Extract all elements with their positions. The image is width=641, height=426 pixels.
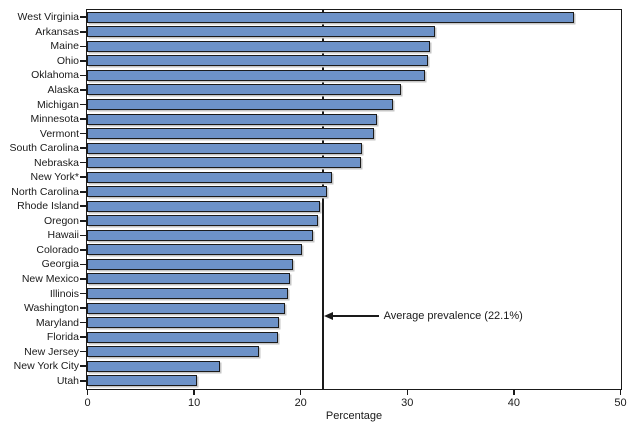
x-axis-tick-label: 20 (294, 397, 307, 409)
bar-georgia (87, 258, 293, 270)
annotation-arrow-line (331, 315, 379, 317)
y-axis-label-new-york-city: New York City (13, 360, 79, 373)
y-axis-tick (79, 74, 86, 77)
bar-new-york (87, 171, 333, 183)
y-axis-tick (79, 190, 86, 193)
y-axis-label-illinois: Illinois (49, 287, 79, 300)
bar-illinois (87, 288, 289, 299)
x-axis-tick (86, 390, 89, 395)
bar-south-carolina (87, 142, 363, 154)
bar-utah (87, 375, 197, 387)
y-axis-label-new-mexico: New Mexico (21, 272, 79, 285)
bar-maine (87, 40, 431, 52)
x-axis-tick (193, 390, 195, 395)
bar-maryland (87, 317, 279, 329)
bar-arkansas (87, 26, 435, 38)
y-axis-tick (79, 379, 86, 382)
y-axis-label-michigan: Michigan (36, 98, 79, 111)
y-axis-label-ohio: Ohio (56, 54, 79, 67)
y-axis-label-oregon: Oregon (43, 214, 79, 227)
y-axis-tick (79, 89, 86, 91)
y-axis-label-georgia: Georgia (41, 258, 79, 271)
bar-hawaii (87, 229, 313, 241)
y-axis-tick (79, 103, 86, 106)
y-axis-tick (79, 336, 86, 338)
y-axis-label-utah: Utah (56, 374, 79, 387)
x-axis-tick (299, 390, 302, 395)
bar-vermont (87, 128, 374, 140)
x-axis-tick-label: 40 (507, 397, 521, 409)
bar-florida (87, 331, 278, 343)
bar-nebraska (87, 157, 361, 169)
x-axis-tick (406, 390, 409, 395)
x-axis-title: Percentage (325, 410, 383, 422)
bar-colorado (87, 244, 303, 256)
y-axis-tick (79, 161, 86, 164)
bar-ohio (87, 55, 429, 67)
x-axis-tick-label: 30 (401, 397, 414, 409)
bar-oklahoma (87, 69, 425, 81)
y-axis-tick (79, 292, 86, 295)
y-axis-tick (79, 16, 86, 19)
y-axis-tick (79, 234, 86, 237)
y-axis-label-south-carolina: South Carolina (9, 142, 79, 155)
y-axis-label-florida: Florida (46, 331, 79, 344)
y-axis-tick (79, 249, 86, 251)
bar-new-york-city (87, 360, 221, 372)
y-axis-tick (79, 132, 86, 135)
average-line (321, 10, 324, 389)
annotation-label: Average prevalence (22.1%) (383, 310, 523, 322)
y-axis-label-minnesota: Minnesota (30, 113, 79, 126)
y-axis-label-vermont: Vermont (39, 127, 79, 140)
bar-michigan (87, 99, 393, 110)
y-axis-label-alaska: Alaska (47, 83, 79, 96)
y-axis-label-new-jersey: New Jersey (24, 345, 79, 358)
bar-oregon (87, 215, 319, 227)
bar-new-jersey (87, 346, 259, 358)
y-axis-label-rhode-island: Rhode Island (17, 200, 79, 213)
bar-washington (87, 302, 286, 314)
y-axis-tick (79, 307, 86, 309)
y-axis-tick (79, 263, 86, 266)
y-axis-label-maine: Maine (50, 40, 79, 53)
y-axis-tick (79, 205, 86, 208)
y-axis-label-washington: Washington (23, 302, 79, 315)
y-axis-tick (79, 176, 86, 178)
bar-minnesota (87, 113, 377, 125)
annotation-arrowhead-icon (324, 311, 334, 320)
y-axis-label-oklahoma: Oklahoma (31, 69, 79, 82)
y-axis-tick (79, 350, 86, 353)
y-axis-tick (79, 31, 86, 33)
bar-north-carolina (87, 186, 327, 198)
y-axis-label-hawaii: Hawaii (47, 229, 79, 242)
y-axis-label-new-york: New York* (30, 171, 79, 184)
y-axis-tick (79, 365, 86, 367)
y-axis-label-colorado: Colorado (36, 243, 79, 256)
x-axis-tick-label: 50 (614, 397, 627, 409)
y-axis-label-arkansas: Arkansas (35, 25, 79, 38)
y-axis-labels: West Virginia Arkansas Maine Ohio Oklahoma Al… (0, 11, 79, 389)
y-axis-label-north-carolina: North Carolina (11, 185, 79, 198)
y-axis-tick (79, 220, 86, 222)
x-axis-tick-label: 0 (84, 397, 91, 409)
y-axis-label-maryland: Maryland (35, 316, 79, 329)
y-axis-label-west-virginia: West Virginia (17, 11, 79, 24)
x-axis-tick-label: 10 (187, 397, 201, 409)
x-axis-tick (513, 390, 515, 395)
y-axis-tick (79, 118, 86, 120)
bar-west-virginia (87, 11, 575, 23)
plot-area: Average prevalence (22.1%) (79, 9, 622, 390)
bar-new-mexico (87, 273, 290, 285)
y-axis-tick (79, 147, 86, 149)
y-axis-tick (79, 321, 86, 324)
x-axis-tick (619, 390, 622, 395)
y-axis-label-nebraska: Nebraska (34, 156, 79, 169)
y-axis-tick (79, 45, 86, 48)
y-axis-tick (79, 60, 86, 62)
bar-rhode-island (87, 200, 321, 212)
y-axis-tick (79, 278, 86, 280)
bar-alaska (87, 84, 402, 96)
